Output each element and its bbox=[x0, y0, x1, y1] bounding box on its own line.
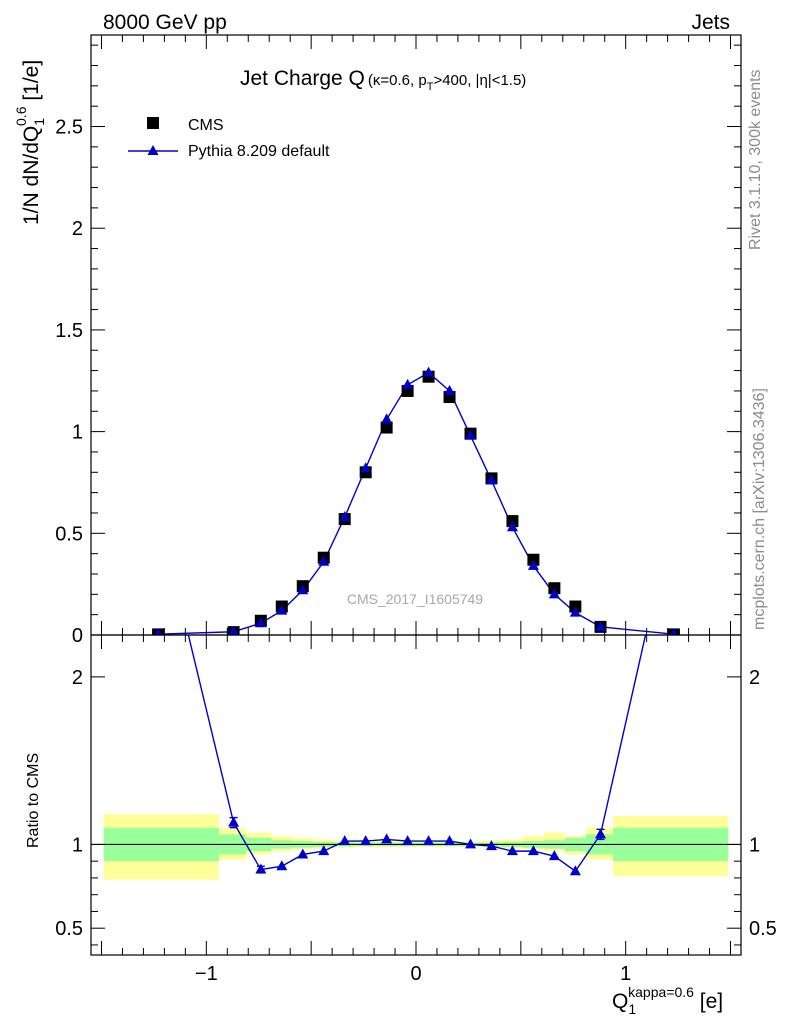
ratio-point bbox=[276, 860, 288, 871]
ratio-y-tick-labels: 0.5 0.5 1 1 2 2 bbox=[55, 667, 777, 940]
plot-title: Jet Charge Q (κ=0.6, pT>400, |η|<1.5) bbox=[240, 67, 526, 93]
ratio-point bbox=[381, 833, 393, 844]
pythia-point bbox=[506, 521, 518, 532]
pythia-point bbox=[485, 474, 497, 485]
ratio-y-tick-label-left: 2 bbox=[72, 667, 83, 689]
pythia-point bbox=[595, 620, 607, 631]
pythia-point bbox=[548, 588, 560, 599]
pythia-point bbox=[381, 413, 393, 424]
ratio-frame bbox=[90, 634, 742, 956]
pythia-point bbox=[339, 511, 351, 522]
pythia-point bbox=[276, 604, 288, 615]
ratio-point bbox=[318, 845, 330, 856]
ratio-point bbox=[444, 835, 456, 846]
pythia-point bbox=[402, 378, 414, 389]
ratio-point bbox=[423, 835, 435, 846]
pythia-point bbox=[670, 628, 678, 635]
x-tick-label: 0 bbox=[410, 963, 421, 985]
ratio-point bbox=[255, 863, 267, 874]
ratio-point bbox=[569, 865, 581, 876]
cms-point bbox=[548, 582, 561, 595]
x-tick-label: 1 bbox=[620, 963, 631, 985]
main-series-markers bbox=[152, 366, 680, 635]
ratio-point bbox=[595, 828, 607, 839]
ratio-axis-ticks bbox=[91, 635, 741, 955]
main-y-tick-label: 1 bbox=[72, 422, 83, 444]
header-right: Jets bbox=[691, 11, 730, 34]
cms-point bbox=[569, 600, 582, 613]
ratio-point bbox=[485, 840, 497, 851]
ratio-line bbox=[187, 635, 647, 873]
ratio-uncertainty-bands bbox=[103, 814, 729, 880]
legend: CMS Pythia 8.209 default bbox=[128, 117, 330, 160]
x-axis-label: Q1kappa=0.6 [e] bbox=[612, 984, 723, 1017]
header-left: 8000 GeV pp bbox=[103, 11, 227, 34]
pythia-point bbox=[569, 606, 581, 617]
main-y-axis-label: 1/N dN/dQ10.6 [1/e] bbox=[13, 60, 47, 225]
ratio-y-tick-label-left: 1 bbox=[72, 834, 83, 856]
pythia-point bbox=[255, 617, 267, 628]
ratio-point bbox=[402, 835, 414, 846]
legend-marker-cms bbox=[147, 117, 159, 129]
main-y-tick-labels: 0 0.5 1 1.5 2 2.5 bbox=[55, 117, 83, 647]
ratio-point bbox=[297, 848, 309, 859]
pythia-point bbox=[228, 625, 239, 635]
cms-point bbox=[380, 421, 393, 434]
main-y-tick-label: 0 bbox=[72, 625, 83, 647]
main-y-tick-label: 0.5 bbox=[55, 523, 83, 545]
ratio-point bbox=[506, 845, 518, 856]
ratio-point bbox=[360, 835, 372, 846]
ratio-point bbox=[228, 816, 240, 827]
main-y-tick-label: 2.5 bbox=[55, 117, 83, 139]
x-tick-labels: −1 0 1 bbox=[195, 963, 631, 985]
pythia-point bbox=[318, 555, 330, 566]
ratio-panel: 0.5 0.5 1 1 2 2 −1 0 1 Ratio to CMS Q1kappa=0.6… bbox=[25, 634, 777, 1017]
ratio-point bbox=[527, 845, 539, 856]
pythia-point bbox=[423, 366, 435, 377]
pythia-point bbox=[444, 384, 456, 395]
ratio-series-line bbox=[187, 635, 647, 873]
pythia-point bbox=[154, 628, 162, 635]
ratio-y-tick-label-right: 1 bbox=[749, 834, 760, 856]
pythia-point bbox=[360, 462, 372, 473]
ratio-y-tick-label-right: 0.5 bbox=[749, 918, 777, 940]
ratio-point bbox=[339, 835, 351, 846]
main-panel: CMS_2017_I1605749 0 0.5 1 1.5 2 2.5 Jet Charg… bbox=[13, 34, 742, 647]
ratio-point bbox=[465, 838, 477, 849]
x-tick-label: −1 bbox=[195, 963, 218, 985]
ratio-y-tick-label-left: 0.5 bbox=[55, 918, 83, 940]
main-axis-ticks bbox=[91, 35, 741, 636]
analysis-watermark: CMS_2017_I1605749 bbox=[347, 591, 483, 607]
main-y-tick-label: 2 bbox=[72, 218, 83, 240]
legend-marker-pythia bbox=[147, 145, 159, 155]
ratio-point bbox=[548, 850, 560, 861]
legend-label-pythia: Pythia 8.209 default bbox=[188, 143, 330, 160]
pythia-point bbox=[527, 559, 539, 570]
ratio-y-axis-label: Ratio to CMS bbox=[25, 753, 42, 848]
mcplots-label: mcplots.cern.ch [arXiv:1306.3436] bbox=[751, 388, 768, 630]
rivet-label: Rivet 3.1.10, 300k events bbox=[747, 69, 764, 250]
ratio-y-tick-label-right: 2 bbox=[749, 667, 760, 689]
main-y-tick-label: 1.5 bbox=[55, 320, 83, 342]
legend-label-cms: CMS bbox=[188, 117, 224, 134]
pythia-point bbox=[297, 584, 309, 595]
pythia-point bbox=[465, 429, 477, 440]
cms-point bbox=[506, 515, 519, 528]
ratio-series-markers bbox=[228, 816, 607, 876]
cms-point bbox=[527, 553, 540, 566]
